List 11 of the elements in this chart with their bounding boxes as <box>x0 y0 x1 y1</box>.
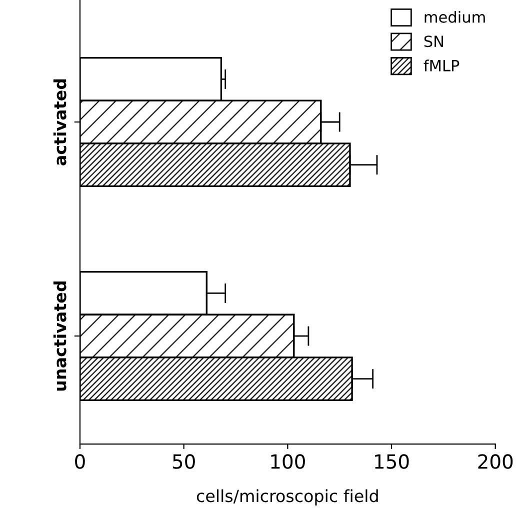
legend-label: SN <box>424 36 444 48</box>
x-tick-label: 0 <box>75 454 85 469</box>
legend-label: fMLP <box>424 60 460 72</box>
x-tick-label: 150 <box>375 454 409 469</box>
x-tick-label: 100 <box>271 454 305 469</box>
x-tick-label: 50 <box>172 454 195 469</box>
x-tick-label: 200 <box>478 454 513 469</box>
y-tick-label: unactivated <box>53 281 66 391</box>
legend-label: medium <box>424 11 485 23</box>
x-axis-title: cells/microscopic field <box>196 489 378 506</box>
y-tick-label: activated <box>53 79 66 166</box>
